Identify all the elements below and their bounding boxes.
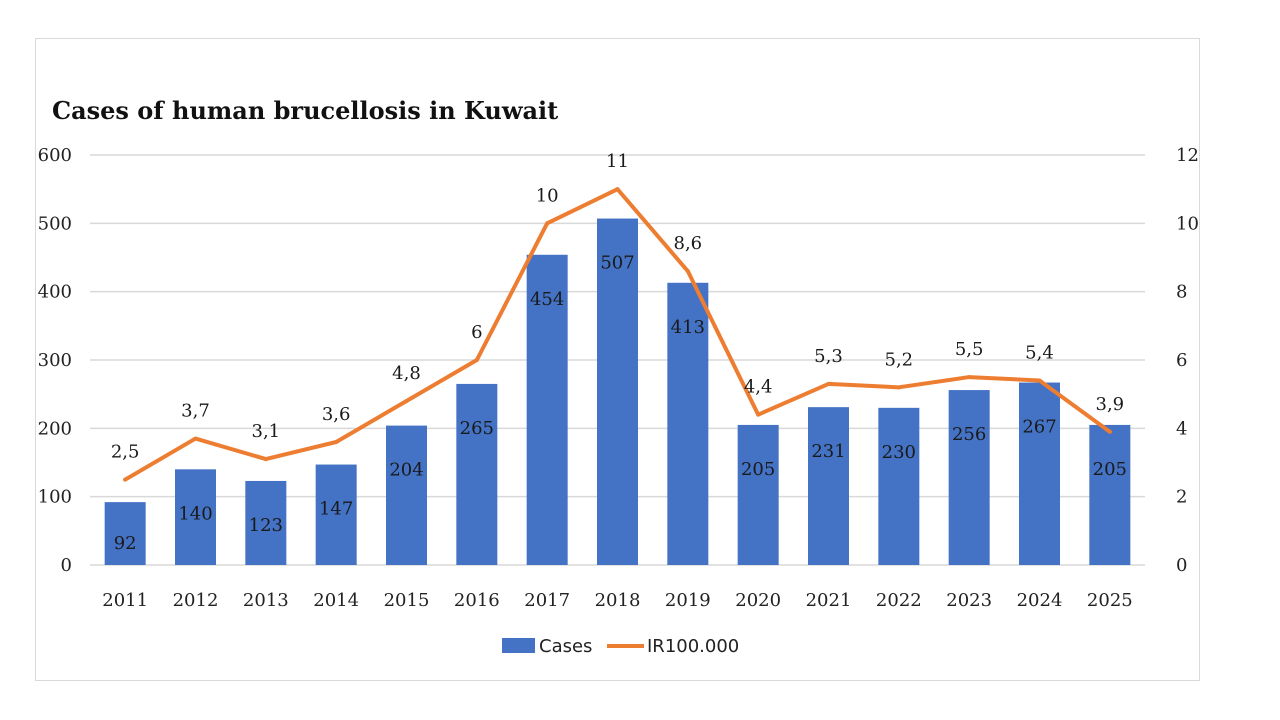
bar-value-label: 256: [952, 424, 986, 445]
y-right-tick-label: 12: [1176, 145, 1199, 166]
bar-value-label: 147: [319, 499, 353, 520]
y-left-tick-label: 600: [38, 145, 72, 166]
bar-cases: [175, 469, 216, 565]
y-right-tick-label: 4: [1176, 418, 1187, 439]
bar-value-label: 204: [389, 460, 423, 481]
bar-value-label: 454: [530, 289, 564, 310]
x-tick-label: 2020: [735, 590, 781, 611]
x-tick-label: 2024: [1017, 590, 1063, 611]
x-tick-label: 2011: [102, 590, 148, 611]
bar-value-label: 123: [249, 515, 283, 536]
x-tick-label: 2018: [595, 590, 641, 611]
bar-cases: [878, 407, 920, 565]
line-value-label: 5,4: [1025, 343, 1054, 364]
y-left-tick-label: 0: [61, 555, 72, 576]
y-right-tick-label: 10: [1176, 213, 1199, 234]
line-value-label: 10: [536, 185, 559, 206]
y-right-tick-label: 8: [1176, 282, 1187, 303]
line-point: [896, 385, 901, 390]
legend: Cases IR100.000: [502, 636, 739, 657]
y-right-tick-label: 0: [1176, 555, 1187, 576]
bar-cases: [1019, 382, 1060, 565]
line-value-label: 5,2: [885, 349, 914, 370]
line-value-label: 11: [606, 151, 629, 172]
bar-value-label: 205: [741, 459, 775, 480]
bar-cases: [456, 383, 498, 565]
x-tick-label: 2023: [946, 590, 992, 611]
line-point: [263, 457, 268, 462]
line-value-label: 3,7: [181, 401, 210, 422]
x-tick-label: 2021: [806, 590, 852, 611]
x-tick-label: 2022: [876, 590, 922, 611]
line-series: [123, 187, 1112, 482]
bar-cases: [597, 218, 638, 566]
bar-value-label: 413: [671, 317, 705, 338]
line-point: [1037, 378, 1042, 383]
y-left-tick-label: 500: [38, 213, 72, 234]
bar-cases: [245, 480, 287, 565]
line-value-label: 4,4: [744, 377, 773, 398]
bar-cases: [1089, 424, 1131, 565]
bar-value-label: 230: [882, 442, 916, 463]
line-point: [334, 440, 339, 444]
y-left-tick-label: 400: [38, 282, 72, 303]
line-point: [826, 381, 831, 386]
y-left-tick-label: 300: [38, 350, 72, 371]
bar-value-label: 92: [114, 533, 137, 554]
line-point: [123, 477, 128, 482]
axis-tick-labels: 0 100 200 300 400 500 600 0 2 4 6 8 10 12 2011 2012 2013…: [38, 145, 1199, 611]
x-tick-label: 2016: [454, 590, 500, 611]
bar-value-label: 231: [811, 441, 845, 462]
bar-series: [104, 218, 1131, 566]
bar-value-label: 267: [1022, 417, 1056, 438]
line-value-label: 3,6: [322, 404, 351, 425]
line-point: [615, 187, 620, 192]
line-value-label: 4,8: [392, 363, 421, 384]
y-left-tick-label: 100: [38, 487, 72, 508]
x-tick-label: 2013: [243, 590, 289, 611]
legend-label-cases: Cases: [539, 636, 592, 657]
line-value-label: 3,1: [252, 421, 281, 442]
line-point: [474, 358, 479, 362]
bar-value-label: 205: [1093, 459, 1127, 480]
x-tick-label: 2019: [665, 590, 711, 611]
bar-cases: [386, 425, 427, 565]
line-value-label: 5,3: [814, 346, 843, 367]
x-tick-label: 2017: [524, 590, 570, 611]
x-tick-label: 2014: [313, 590, 359, 611]
bar-cases: [948, 390, 990, 565]
line-point: [967, 375, 972, 380]
x-tick-label: 2025: [1087, 590, 1133, 611]
bar-cases: [737, 424, 779, 565]
data-labels: 92 140 123 147 204 265 454 507 413 205 231 230 256 26…: [111, 151, 1127, 554]
line-point: [1107, 429, 1112, 434]
bar-value-label: 265: [460, 418, 494, 439]
y-right-tick-label: 6: [1176, 350, 1187, 371]
bar-value-label: 507: [600, 253, 634, 274]
bar-cases: [808, 407, 849, 565]
line-point: [545, 221, 550, 226]
line-value-label: 6: [471, 322, 482, 343]
x-tick-label: 2015: [384, 590, 430, 611]
bar-cases: [104, 502, 146, 565]
line-value-label: 5,5: [955, 339, 984, 360]
legend-label-ir: IR100.000: [647, 636, 739, 657]
chart-title: Cases of human brucellosis in Kuwait: [52, 96, 559, 125]
line-point: [404, 399, 409, 403]
line-point: [756, 412, 761, 417]
legend-swatch-cases: [502, 638, 535, 653]
line-point: [193, 436, 198, 441]
line-value-label: 8,6: [674, 233, 703, 254]
bar-cases: [526, 254, 568, 565]
line-point: [685, 269, 690, 274]
x-tick-label: 2012: [173, 590, 219, 611]
line-value-label: 2,5: [111, 442, 140, 463]
bar-value-label: 140: [178, 503, 212, 524]
y-right-tick-label: 2: [1176, 487, 1187, 508]
y-left-tick-label: 200: [38, 418, 72, 439]
bar-cases: [315, 464, 357, 565]
line-value-label: 3,9: [1096, 394, 1125, 415]
bar-cases: [667, 282, 709, 565]
